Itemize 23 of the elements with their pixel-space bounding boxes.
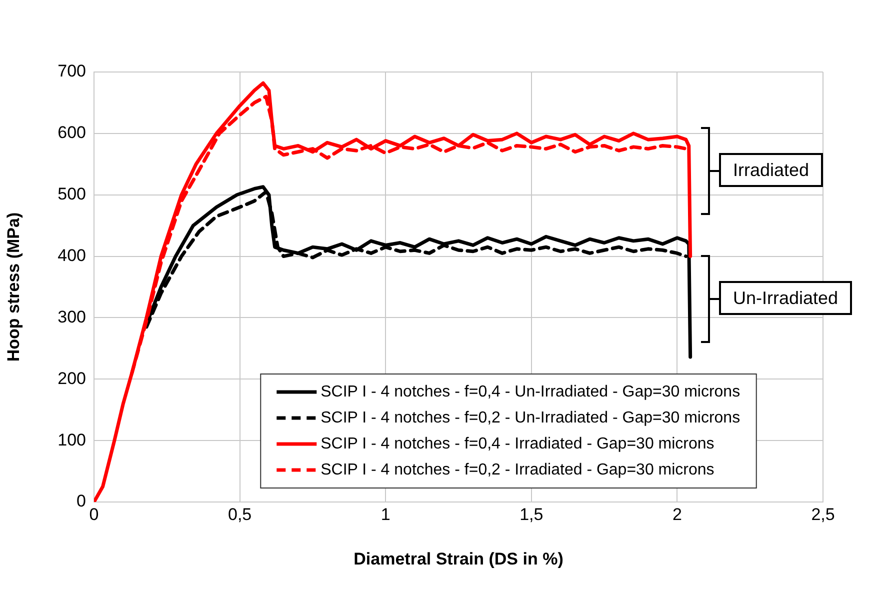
legend-label: SCIP I - 4 notches - f=0,2 - Un-Irradiated - Gap=30 microns — [320, 409, 740, 426]
legend-label: SCIP I - 4 notches - f=0,4 - Irradiated - Gap=30 microns — [320, 435, 714, 452]
annotation: Un-Irradiated — [719, 281, 852, 315]
y-tick-label: 700 — [58, 62, 86, 81]
x-axis-title: Diametral Strain (DS in %) — [354, 549, 564, 568]
annotation: Irradiated — [719, 153, 824, 187]
y-tick-label: 300 — [58, 307, 86, 326]
x-tick-label: 0 — [89, 504, 99, 524]
legend-label: SCIP I - 4 notches - f=0,4 - Un-Irradiated - Gap=30 microns — [320, 383, 740, 400]
y-tick-label: 100 — [58, 430, 86, 450]
x-tick-label: 2 — [672, 504, 682, 524]
x-tick-label: 1,5 — [520, 504, 544, 524]
x-tick-label: 1 — [380, 504, 390, 524]
y-tick-label: 600 — [58, 123, 86, 142]
y-tick-label: 0 — [76, 492, 86, 511]
y-tick-label: 500 — [58, 184, 86, 204]
line-series — [130, 94, 688, 375]
x-tick-label: 2,5 — [811, 504, 835, 524]
y-tick-label: 400 — [58, 246, 86, 265]
y-axis-title: Hoop stress (MPa) — [4, 212, 23, 362]
x-tick-label: 0,5 — [228, 504, 252, 524]
y-tick-label: 200 — [58, 368, 86, 388]
legend-label: SCIP I - 4 notches - f=0,2 - Irradiated - Gap=30 microns — [320, 461, 714, 478]
